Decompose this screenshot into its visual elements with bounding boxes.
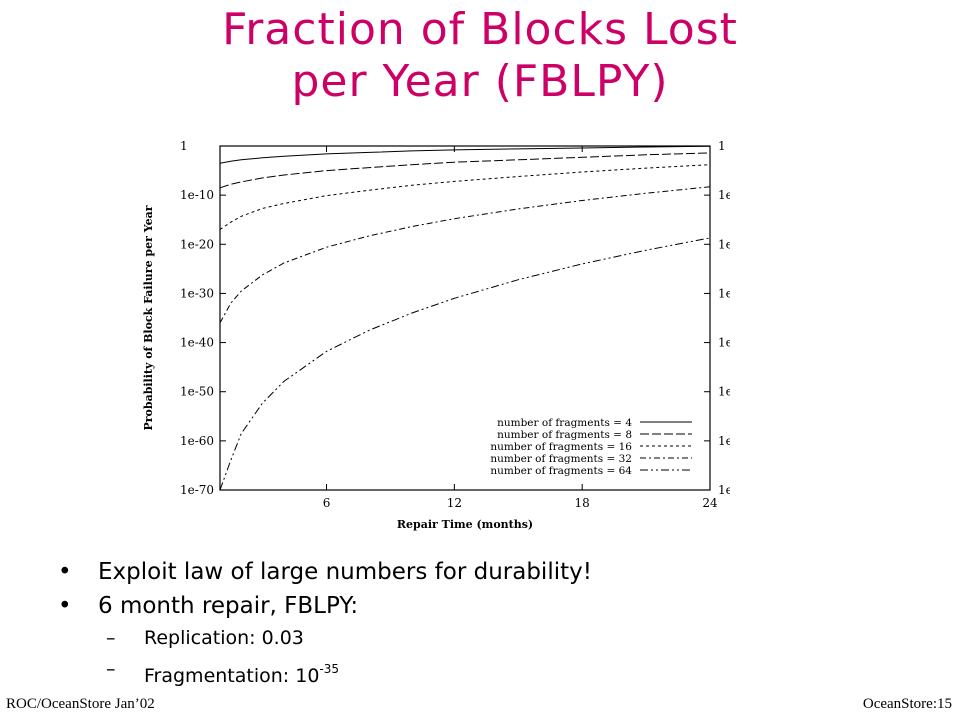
plot-frame bbox=[219, 145, 711, 491]
series-line-5 bbox=[219, 237, 711, 491]
y-tick-label-right: 1e-70 bbox=[718, 483, 730, 497]
y-tick-label-right: 1e-40 bbox=[718, 336, 730, 350]
series-line-2 bbox=[219, 152, 711, 189]
x-tick-label: 18 bbox=[575, 496, 590, 510]
title-line-1: Fraction of Blocks Lost bbox=[222, 4, 738, 55]
footer-right: OceanStore:15 bbox=[862, 696, 952, 712]
y-tick-label-right: 1e-50 bbox=[718, 385, 730, 399]
x-tick-label: 24 bbox=[702, 496, 718, 510]
bullet-text: 6 month repair, FBLPY: bbox=[98, 593, 359, 619]
sub-bullet-replication: – Replication: 0.03 bbox=[56, 623, 916, 654]
legend-label: number of fragments = 4 bbox=[497, 417, 632, 429]
y-axis-label: Probability of Block Failure per Year bbox=[142, 205, 155, 430]
y-tick-label-left: 1e-70 bbox=[180, 483, 214, 497]
slide-title: Fraction of Blocks Lost per Year (FBLPY) bbox=[0, 4, 960, 108]
y-tick-label-right: 1e-10 bbox=[718, 188, 730, 202]
y-tick-label-right: 1e-60 bbox=[718, 434, 730, 448]
y-tick-label-left: 1e-60 bbox=[180, 434, 214, 448]
x-tick-label: 12 bbox=[447, 496, 462, 510]
y-tick-label-left: 1e-50 bbox=[180, 385, 214, 399]
series-line-4 bbox=[219, 186, 711, 324]
fblpy-chart: 1 1 1e-10 1e-10 1e-20 1e-20 1e-30 1e-30 1e-40 1e-… bbox=[142, 139, 730, 531]
x-axis-label: Repair Time (months) bbox=[397, 518, 533, 531]
title-line-2: per Year (FBLPY) bbox=[291, 56, 669, 107]
legend-label: number of fragments = 32 bbox=[490, 453, 632, 465]
legend-label: number of fragments = 64 bbox=[490, 465, 632, 477]
exponent: -35 bbox=[319, 662, 340, 676]
y-tick-label-left: 1e-40 bbox=[180, 336, 214, 350]
legend-label: number of fragments = 16 bbox=[490, 441, 632, 453]
footer-left: ROC/OceanStore Jan’02 bbox=[6, 696, 155, 712]
y-tick-label-right: 1e-20 bbox=[718, 237, 730, 251]
y-tick-label-right: 1e-30 bbox=[718, 286, 730, 300]
bullet-item-2: • 6 month repair, FBLPY: bbox=[56, 589, 916, 623]
legend-label: number of fragments = 8 bbox=[497, 429, 632, 441]
x-tick-label: 6 bbox=[323, 496, 331, 510]
y-tick-label-left: 1e-10 bbox=[180, 188, 214, 202]
sub-bullet-fragmentation: – Fragmentation: 10-35 bbox=[56, 654, 916, 692]
bullet-item-1: • Exploit law of large numbers for durab… bbox=[56, 555, 916, 589]
y-tick-label-left: 1 bbox=[180, 139, 188, 153]
y-tick-label-left: 1e-30 bbox=[180, 286, 214, 300]
y-tick-label-right: 1 bbox=[718, 139, 726, 153]
bullet-dot: • bbox=[58, 559, 72, 585]
bullet-list: • Exploit law of large numbers for durab… bbox=[56, 555, 916, 692]
series-line-1 bbox=[219, 145, 711, 164]
sub-bullet-dash: – bbox=[106, 658, 116, 680]
sub-bullet-text: Fragmentation: 10 bbox=[144, 665, 320, 687]
sub-bullet-dash: – bbox=[106, 627, 116, 649]
y-tick-label-left: 1e-20 bbox=[180, 237, 214, 251]
sub-bullet-text: Replication: 0.03 bbox=[144, 627, 304, 649]
bullet-dot: • bbox=[58, 593, 72, 619]
bullet-text: Exploit law of large numbers for durabil… bbox=[98, 559, 592, 585]
series-line-3 bbox=[219, 164, 711, 230]
